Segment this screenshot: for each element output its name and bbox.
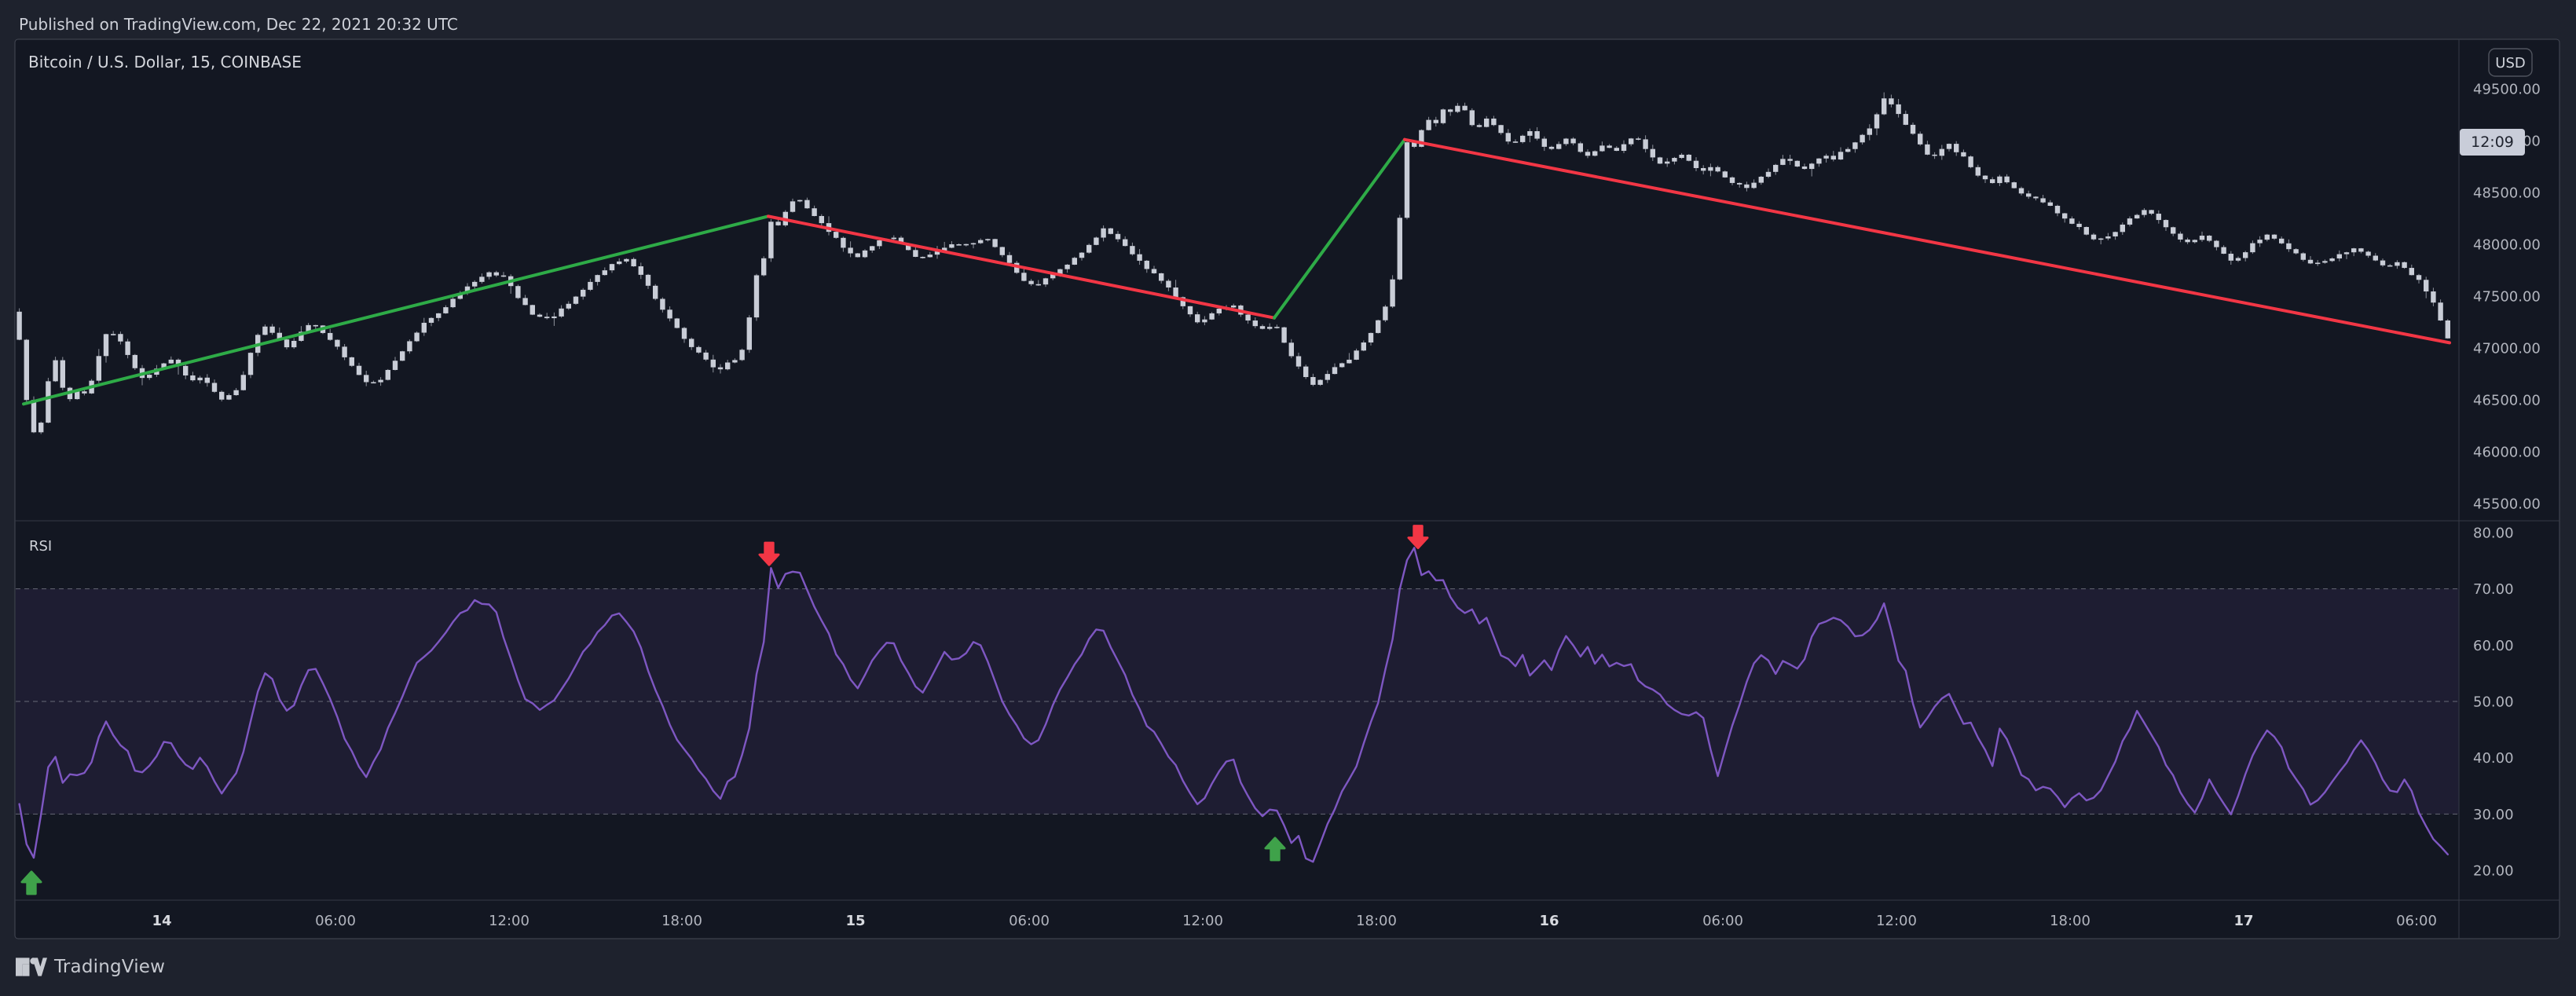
svg-text:18:00: 18:00 [661,913,702,929]
svg-text:60.00: 60.00 [2473,638,2514,654]
svg-text:48000.00: 48000.00 [2473,237,2541,254]
rsi-band [16,588,2459,815]
svg-text:47500.00: 47500.00 [2473,289,2541,306]
footer-bar[interactable]: TradingView [0,940,2576,993]
rsi-axis[interactable]: 80.00 70.00 60.00 50.00 40.00 30.00 20.00 [2473,525,2514,879]
svg-text:14: 14 [152,913,171,929]
sell-signal-arrow-icon [758,541,780,566]
rsi-line [18,547,2450,863]
svg-text:45500.00: 45500.00 [2473,496,2541,513]
svg-text:06:00: 06:00 [315,913,356,929]
bar-countdown-label: 12:09 [2460,129,2525,156]
svg-text:46500.00: 46500.00 [2473,393,2541,409]
svg-text:16: 16 [1539,913,1559,929]
svg-text:40.00: 40.00 [2473,750,2514,767]
signal-arrows [20,525,1429,895]
svg-text:12:00: 12:00 [1876,913,1917,929]
svg-text:49500.00: 49500.00 [2473,82,2541,98]
svg-text:12:00: 12:00 [489,913,529,929]
published-line: Published on TradingView.com, Dec 22, 20… [19,15,458,34]
svg-text:06:00: 06:00 [1009,913,1050,929]
svg-text:18:00: 18:00 [1356,913,1397,929]
sell-signal-arrow-icon [1407,525,1429,550]
header-bar: Published on TradingView.com, Dec 22, 20… [0,0,2576,39]
svg-text:15: 15 [845,913,865,929]
symbol-title: Bitcoin / U.S. Dollar, 15, COINBASE [28,53,302,71]
svg-text:80.00: 80.00 [2473,525,2514,541]
svg-text:47000.00: 47000.00 [2473,341,2541,357]
svg-text:USD: USD [2495,55,2525,71]
brand-text: TradingView [54,956,166,977]
svg-text:48500.00: 48500.00 [2473,185,2541,202]
svg-text:18:00: 18:00 [2050,913,2090,929]
svg-text:30.00: 30.00 [2473,807,2514,823]
svg-text:12:00: 12:00 [1182,913,1223,929]
svg-text:12:09: 12:09 [2471,134,2514,151]
buy-signal-arrow-icon [20,870,42,895]
svg-text:20.00: 20.00 [2473,863,2514,880]
candlestick-series [16,92,2450,434]
svg-text:06:00: 06:00 [2396,913,2437,929]
svg-text:50.00: 50.00 [2473,694,2514,711]
svg-text:17: 17 [2233,913,2253,929]
trendlines [22,137,2451,406]
svg-text:70.00: 70.00 [2473,581,2514,598]
indicator-label-rsi: RSI [29,538,52,555]
chart-pane [14,38,2560,939]
svg-text:06:00: 06:00 [1702,913,1743,929]
tradingview-logo-icon[interactable] [16,955,47,979]
time-axis[interactable]: 14 06:00 12:00 18:00 15 06:00 12:00 18:00 16 06:0… [152,913,2436,929]
currency-usd-button[interactable]: USD [2488,48,2533,77]
chart-dynamic: 49500.0049000.0048500.0048000.0047500.00… [15,39,2560,939]
svg-text:46000.00: 46000.00 [2473,445,2541,461]
buy-signal-arrow-icon [1264,837,1286,862]
pane-separators [15,39,2560,939]
